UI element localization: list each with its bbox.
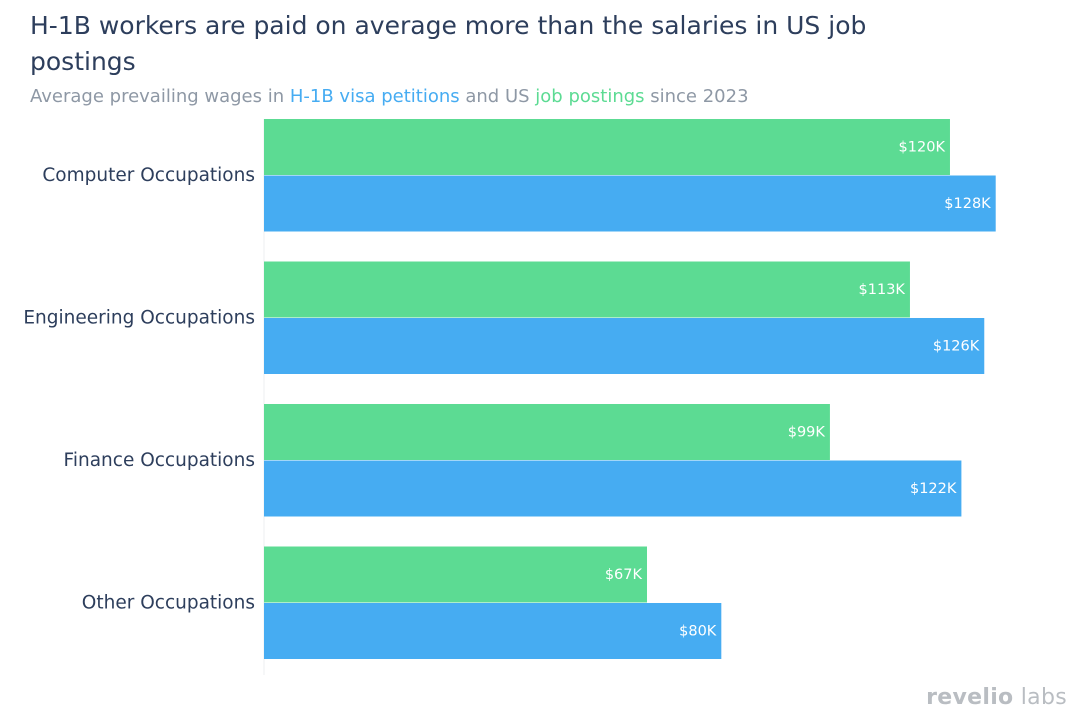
bar-h-1b-visa-petitions-engineering-occupations: [264, 318, 985, 374]
bar-job-postings-other-occupations: [264, 546, 647, 603]
bar-job-postings-engineering-occupations: [264, 261, 910, 318]
category-label-computer-occupations: Computer Occupations: [42, 165, 255, 186]
subtitle-text-3: since 2023: [644, 86, 749, 107]
subtitle-text-1: Average prevailing wages in: [30, 86, 290, 107]
legend-h1b: H-1B visa petitions: [289, 86, 460, 107]
bar-h-1b-visa-petitions-finance-occupations: [264, 460, 962, 517]
revelio-labs-logo: revelio labs: [926, 685, 1067, 710]
value-label-job-postings-computer-occupations: $120K: [899, 139, 946, 155]
logo-text-labs: labs: [1020, 685, 1067, 710]
category-label-other-occupations: Other Occupations: [82, 593, 255, 614]
chart-subtitle: Average prevailing wages in H-1B visa pe…: [30, 85, 749, 109]
bar-job-postings-computer-occupations: [264, 119, 950, 175]
bar-h-1b-visa-petitions-other-occupations: [264, 603, 722, 659]
value-label-h-1b-visa-petitions-finance-occupations: $122K: [910, 481, 957, 497]
category-label-engineering-occupations: Engineering Occupations: [23, 308, 255, 329]
value-label-h-1b-visa-petitions-other-occupations: $80K: [679, 623, 717, 639]
category-label-finance-occupations: Finance Occupations: [64, 450, 255, 471]
value-label-job-postings-other-occupations: $67K: [605, 567, 643, 583]
value-label-job-postings-engineering-occupations: $113K: [859, 282, 906, 298]
chart-title: H-1B workers are paid on average more th…: [30, 11, 867, 76]
logo-text-revelio: revelio: [926, 685, 1014, 710]
bar-h-1b-visa-petitions-computer-occupations: [264, 175, 996, 232]
bar-job-postings-finance-occupations: [264, 404, 830, 460]
subtitle-text-2: and US: [459, 86, 536, 107]
value-label-h-1b-visa-petitions-engineering-occupations: $126K: [933, 338, 980, 354]
value-label-h-1b-visa-petitions-computer-occupations: $128K: [944, 196, 991, 212]
value-label-job-postings-finance-occupations: $99K: [788, 424, 826, 440]
legend-job-postings: job postings: [535, 86, 645, 107]
